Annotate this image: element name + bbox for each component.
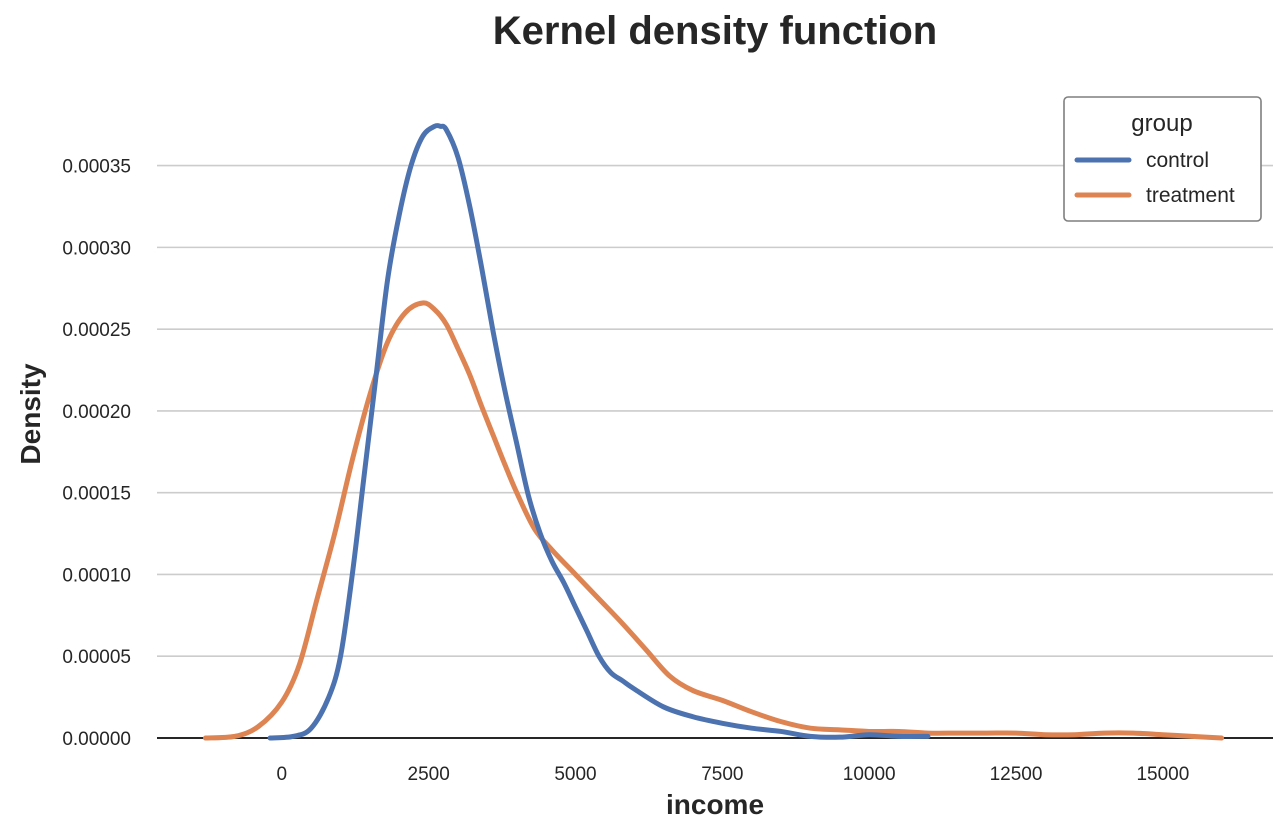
x-tick-label: 12500 — [990, 764, 1043, 785]
x-tick-label: 2500 — [408, 764, 450, 785]
y-tick-label: 0.00020 — [62, 402, 131, 423]
legend-label-control: control — [1146, 149, 1209, 172]
x-tick-label: 0 — [277, 764, 288, 785]
legend-title: group — [1131, 110, 1192, 137]
y-tick-label: 0.00015 — [62, 484, 131, 505]
y-tick-label: 0.00000 — [62, 729, 131, 750]
series-lines — [202, 122, 1225, 741]
y-tick-label: 0.00005 — [62, 647, 131, 668]
x-tick-label: 7500 — [701, 764, 743, 785]
y-tick-label: 0.00030 — [62, 238, 131, 259]
y-tick-label: 0.00035 — [62, 157, 131, 178]
legend: group control treatment — [1063, 96, 1262, 222]
series-line-control — [267, 122, 931, 741]
x-tick-label: 5000 — [554, 764, 596, 785]
x-tick-label: 10000 — [843, 764, 896, 785]
legend-frame — [1063, 96, 1262, 222]
legend-items: control treatment — [1074, 149, 1235, 207]
series-line-treatment — [202, 300, 1225, 741]
x-axis-label: income — [666, 789, 764, 820]
legend-label-treatment: treatment — [1146, 184, 1235, 207]
y-tick-label: 0.00025 — [62, 320, 131, 341]
gridlines — [157, 164, 1273, 658]
y-axis-label: Density — [15, 363, 46, 465]
y-axis-ticks: 0.00000 0.00005 0.00010 0.00015 0.00020 0.000… — [62, 157, 131, 750]
x-tick-label: 15000 — [1136, 764, 1189, 785]
x-axis-ticks: 0 2500 5000 7500 10000 12500 15000 — [277, 764, 1190, 785]
y-tick-label: 0.00010 — [62, 565, 131, 586]
chart-title: Kernel density function — [493, 9, 938, 53]
